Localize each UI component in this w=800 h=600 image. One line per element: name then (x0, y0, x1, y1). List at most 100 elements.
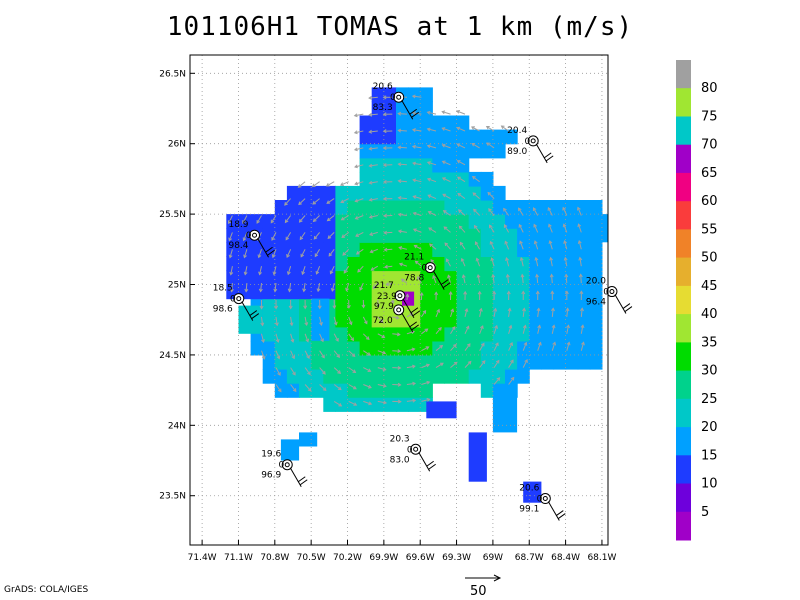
wind-arrow-head (457, 193, 462, 197)
wind-arrow-head (489, 240, 494, 245)
wind-cell (565, 214, 579, 229)
wind-cell (492, 242, 506, 257)
wind-arrow-head (461, 274, 466, 279)
wind-arrow (566, 342, 570, 351)
wind-arrow (435, 309, 440, 318)
wind-cell (444, 228, 458, 243)
colorbar-tick-label: 20 (701, 420, 718, 435)
wind-arrow (343, 265, 350, 274)
wind-arrow (406, 365, 415, 369)
wind-cell (359, 115, 373, 131)
wind-arrow-head (260, 322, 265, 327)
wind-arrow-head (335, 337, 339, 342)
wind-cell (335, 397, 349, 412)
wind-arrow (326, 198, 335, 204)
wind-arrow (533, 224, 539, 233)
wind-barb-flag (267, 249, 275, 256)
wind-arrow-head (426, 397, 431, 402)
wind-cell (529, 354, 542, 370)
wind-cell (456, 129, 470, 145)
wind-cell (311, 242, 324, 257)
wind-arrow-head (298, 201, 302, 206)
colorbar-swatch (676, 88, 691, 117)
wind-arrow-head (476, 273, 481, 278)
wind-arrow-head (453, 343, 457, 348)
station-temp-label: 21.1 (404, 253, 424, 263)
wind-cell (408, 326, 421, 342)
wind-cell (541, 214, 555, 229)
wind-cell (408, 369, 421, 384)
wind-arrow-head (535, 290, 540, 295)
wind-arrow-head (493, 307, 498, 312)
wind-cell (492, 256, 506, 272)
lat-tick-label: 24.5N (159, 351, 186, 361)
wind-cell (299, 432, 318, 447)
wind-arrow (551, 308, 554, 317)
wind-barb-flag (249, 310, 258, 316)
station-circle-icon (606, 286, 618, 298)
wind-cell (371, 101, 385, 117)
station-pressure-label: 0 (279, 461, 285, 471)
wind-cell (396, 312, 409, 328)
colorbar-tick-label: 75 (701, 110, 718, 125)
station-pressure-label: 0 (537, 495, 543, 505)
wind-arrow-head (436, 308, 440, 313)
wind-arrow (493, 342, 499, 351)
wind-arrow-head (411, 111, 416, 116)
wind-cell (226, 256, 239, 272)
wind-cell (359, 214, 373, 229)
wind-arrow (287, 266, 292, 275)
wind-arrow-head (409, 312, 414, 317)
wind-cell (299, 383, 312, 398)
wind-cell (347, 369, 361, 384)
wind-arrow-head (397, 195, 402, 200)
wind-arrow (464, 361, 472, 368)
wind-arrow-head (288, 305, 293, 310)
wind-arrow-head (551, 307, 555, 312)
wind-barb-flag (251, 313, 260, 319)
wind-arrow-head (532, 207, 537, 212)
wind-arrow (271, 232, 277, 241)
wind-arrow (243, 232, 248, 241)
wind-cell (456, 185, 470, 201)
wind-arrow (537, 308, 540, 317)
wind-arrow (274, 283, 277, 292)
wind-cell (408, 256, 421, 272)
wind-arrow-head (353, 130, 358, 135)
wind-cell (396, 242, 409, 257)
wind-arrow (304, 350, 310, 359)
wind-cell (408, 115, 421, 131)
wind-cell (396, 143, 409, 159)
station-temp-label: 20.0 (586, 277, 606, 287)
wind-arrow-head (419, 291, 424, 296)
wind-cell (492, 270, 506, 286)
wind-arrow (549, 240, 553, 250)
wind-arrow (290, 316, 293, 326)
wind-cell (456, 200, 470, 215)
wind-arrow (450, 326, 456, 335)
wind-arrow-head (274, 305, 279, 310)
colorbar-swatch (676, 257, 691, 287)
wind-arrow-head (379, 318, 384, 323)
station-temp-label: 18.9 (228, 220, 248, 230)
wind-arrow-head (313, 235, 318, 240)
wind-arrow-head (427, 211, 432, 215)
colorbar-tick-label: 15 (701, 448, 718, 463)
station-circle-icon (281, 459, 293, 471)
wind-cell (371, 129, 385, 145)
wind-arrow (421, 346, 429, 352)
wind-cell (444, 157, 458, 173)
wind-cell (347, 270, 361, 286)
wind-cell (274, 326, 288, 342)
wind-cell (323, 242, 336, 257)
wind-cell (286, 354, 300, 370)
lat-tick-label: 26N (168, 140, 186, 150)
colorbar-swatch (676, 427, 691, 456)
wind-cell (468, 256, 482, 272)
wind-arrow-head (329, 270, 334, 275)
wind-arrow-head (368, 180, 373, 185)
wind-arrow (457, 193, 466, 200)
wind-arrow-head (441, 143, 446, 148)
wind-cell (408, 228, 421, 243)
